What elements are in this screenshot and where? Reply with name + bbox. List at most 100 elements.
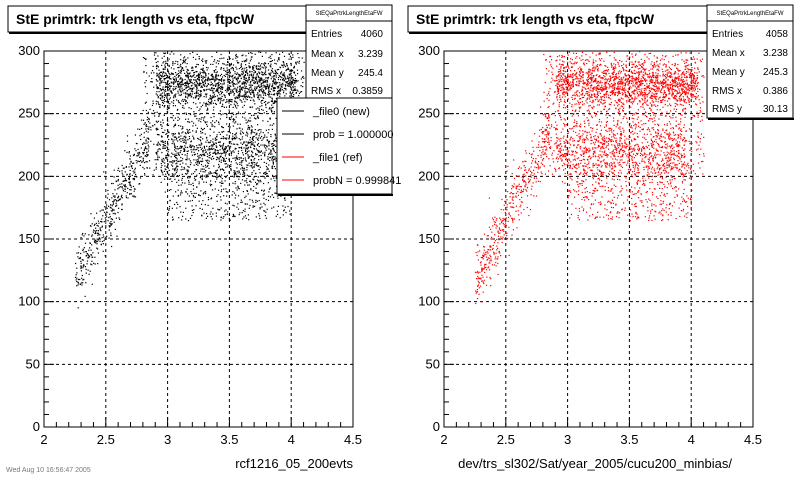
data-point	[587, 78, 589, 80]
data-point	[206, 153, 208, 155]
data-point	[482, 268, 484, 270]
data-point	[196, 86, 198, 88]
data-point	[252, 67, 254, 69]
data-point	[129, 163, 131, 165]
data-point	[250, 86, 252, 88]
data-point	[247, 96, 249, 98]
data-point	[254, 129, 256, 131]
data-point	[230, 164, 232, 166]
data-point	[264, 144, 266, 146]
data-point	[198, 76, 200, 78]
data-point	[250, 56, 252, 58]
data-point	[177, 116, 179, 118]
data-point	[212, 78, 214, 81]
data-point	[288, 68, 290, 71]
data-point	[236, 101, 238, 103]
data-point	[197, 137, 199, 139]
data-point	[156, 87, 158, 90]
data-point	[633, 72, 635, 74]
data-point	[620, 190, 622, 192]
data-point	[292, 54, 294, 56]
data-point	[214, 121, 216, 124]
data-point	[159, 143, 161, 145]
data-point	[248, 175, 250, 177]
data-point	[273, 90, 276, 92]
data-point	[632, 166, 634, 168]
data-point	[275, 215, 277, 217]
data-point	[292, 87, 294, 89]
data-point	[213, 131, 215, 133]
data-point	[230, 85, 232, 87]
data-point	[182, 61, 185, 63]
data-point	[233, 214, 235, 216]
data-point	[571, 106, 573, 108]
data-point	[270, 136, 272, 138]
data-point	[162, 147, 164, 149]
data-point	[243, 147, 245, 149]
data-point	[605, 125, 607, 127]
data-point	[166, 156, 168, 159]
data-point	[99, 227, 101, 229]
data-point	[222, 145, 224, 147]
data-point	[210, 157, 212, 159]
data-point	[281, 76, 283, 79]
data-point	[651, 127, 653, 129]
data-point	[214, 102, 217, 105]
data-point	[627, 70, 629, 72]
data-point	[266, 173, 268, 175]
data-point	[242, 73, 244, 76]
data-point	[183, 150, 186, 152]
data-point	[593, 106, 595, 108]
data-point	[233, 205, 235, 207]
data-point	[161, 160, 163, 163]
data-point	[221, 95, 223, 97]
data-point	[235, 121, 237, 123]
data-point	[178, 174, 180, 177]
data-point	[283, 87, 285, 89]
data-point	[599, 157, 601, 159]
data-point	[184, 99, 186, 101]
data-point	[159, 85, 161, 87]
data-point	[244, 91, 246, 93]
data-point	[205, 96, 207, 98]
data-point	[106, 204, 108, 206]
data-point	[289, 69, 291, 72]
data-point	[611, 216, 613, 218]
data-point	[177, 83, 179, 85]
data-point	[234, 119, 236, 121]
data-point	[270, 88, 272, 90]
data-point	[292, 76, 294, 79]
data-point	[600, 142, 602, 144]
data-point	[188, 94, 190, 96]
data-point	[142, 159, 144, 161]
data-point	[138, 151, 140, 153]
data-point	[169, 75, 171, 77]
data-point	[236, 137, 238, 139]
data-point	[623, 63, 625, 65]
data-point	[220, 161, 222, 163]
data-point	[200, 90, 202, 92]
data-point	[237, 81, 239, 83]
data-point	[159, 78, 161, 80]
data-point	[177, 63, 179, 65]
data-point	[193, 151, 195, 153]
data-point	[242, 154, 244, 156]
data-point	[219, 149, 221, 151]
data-point	[191, 199, 193, 202]
data-point	[186, 169, 188, 171]
data-point	[110, 221, 112, 223]
data-point	[251, 71, 253, 73]
data-point	[143, 152, 145, 154]
data-point	[121, 172, 123, 174]
data-point	[487, 235, 489, 237]
right-scatter-points	[474, 51, 705, 305]
data-point	[229, 70, 231, 72]
data-point	[200, 76, 202, 78]
data-point	[166, 101, 168, 103]
data-point	[667, 172, 669, 174]
data-point	[210, 180, 212, 182]
data-point	[227, 87, 229, 89]
data-point	[264, 151, 266, 153]
data-point	[79, 283, 81, 285]
data-point	[256, 143, 259, 146]
